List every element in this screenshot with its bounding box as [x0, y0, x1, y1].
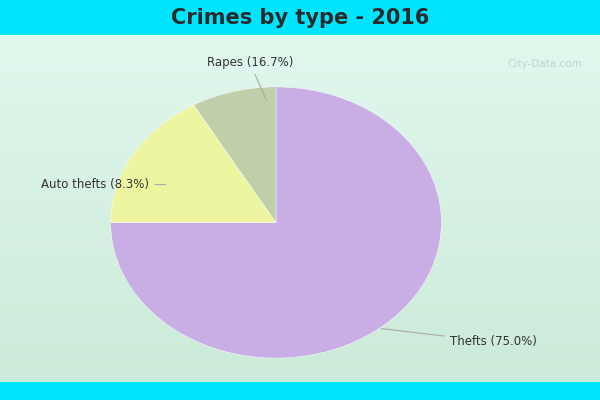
Wedge shape	[110, 105, 276, 222]
Text: City-Data.com: City-Data.com	[507, 59, 582, 69]
Text: Thefts (75.0%): Thefts (75.0%)	[381, 328, 536, 348]
Text: Crimes by type - 2016: Crimes by type - 2016	[171, 8, 429, 28]
Text: Rapes (16.7%): Rapes (16.7%)	[206, 56, 293, 101]
Wedge shape	[110, 87, 442, 358]
Text: Auto thefts (8.3%): Auto thefts (8.3%)	[41, 178, 166, 191]
Wedge shape	[194, 87, 276, 222]
